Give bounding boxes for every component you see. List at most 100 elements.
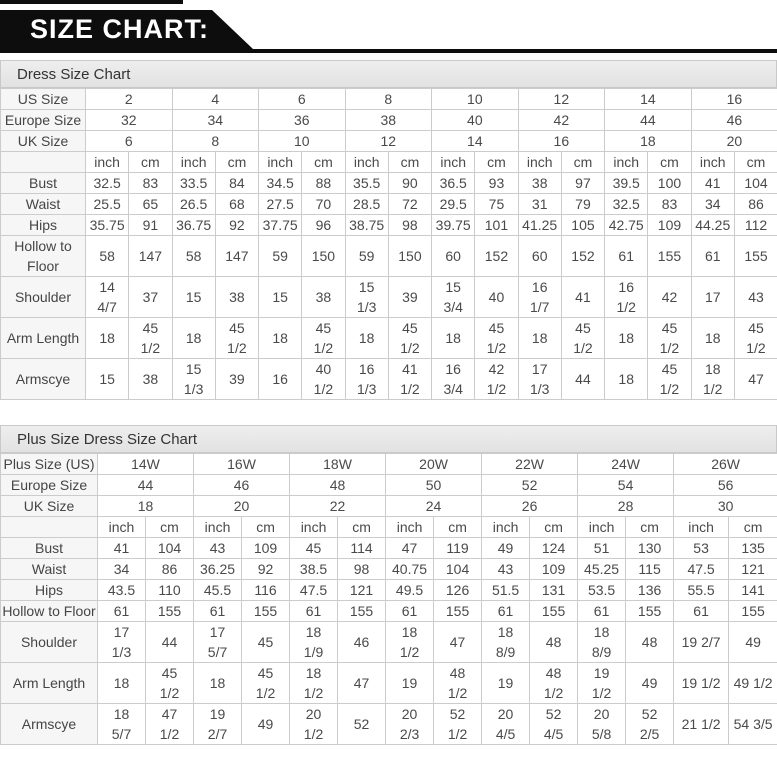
measure-cell: 126 [433,579,483,601]
measure-cell: 35.5 [344,172,389,194]
measure-cell: 91 [128,214,173,236]
measure-cell: 18 [258,317,303,359]
row-label: Arm Length [0,317,86,359]
measure-cell: 115 [625,558,675,580]
table-row: UK Size 6 8 10 12 14 16 18 20 [0,130,777,152]
size-cell: 14W [96,453,195,475]
measure-cell: 18 [344,317,389,359]
measure-cell: 112 [733,214,777,236]
measure-cell: 31 [517,193,562,215]
measure-cell: 83 [128,172,173,194]
size-cell: 48 [289,474,387,496]
size-cell: 10 [431,88,519,110]
measure-cell: 34 [97,558,146,580]
measure-cell: 83 [647,193,692,215]
measure-cell: 51 [577,537,627,559]
table-title-bar: Dress Size Chart [0,60,777,88]
measure-cell: 39 [387,276,433,318]
measure-cell: 18 [604,317,649,359]
measure-cell: 61 [97,600,146,622]
measure-cell: 48 1/2 [433,662,483,704]
measure-cell: 18 5/7 [97,703,146,745]
measure-cell: 104 [144,537,195,559]
banner-underline [0,49,777,53]
table-row: Europe Size 44 46 48 50 52 54 56 [0,474,777,496]
measure-cell: 45.25 [577,558,627,580]
measure-cell: 121 [728,558,777,580]
measure-cell: 53 [673,537,730,559]
size-cell: 38 [344,109,433,131]
measure-cell: 97 [560,172,606,194]
size-cell: 56 [673,474,777,496]
unit-cell: inch [690,151,735,173]
measure-cell: 38 [517,172,562,194]
measure-cell: 147 [214,235,260,277]
size-cell: 2 [85,88,173,110]
measure-cell: 155 [625,600,675,622]
measure-cell: 116 [241,579,291,601]
measure-cell: 49.5 [385,579,435,601]
table-row: Hips 43.5 110 45.5 116 47.5 121 49.5 126 51.5 131 5… [0,579,777,601]
measure-cell: 150 [301,235,346,277]
measure-cell: 43 [733,276,777,318]
unit-cell: inch [431,151,476,173]
measure-cell: 15 1/3 [344,276,389,318]
size-cell: 6 [85,130,173,152]
measure-cell: 18 8/9 [481,621,531,663]
table-row: Shoulder 17 1/3 44 17 5/7 45 18 1/9 46 18 1/2 47… [0,621,777,663]
size-cell: 42 [517,109,606,131]
unit-cell: inch [344,151,389,173]
measure-cell: 51.5 [481,579,531,601]
measure-cell: 17 [690,276,735,318]
measure-cell: 16 1/2 [604,276,649,318]
row-label: Shoulder [0,621,98,663]
size-cell: 46 [193,474,291,496]
row-label: UK Size [0,495,98,517]
measure-cell: 43 [193,537,243,559]
row-label: Europe Size [0,109,86,131]
measure-cell: 20 5/8 [577,703,627,745]
size-cell: 34 [171,109,260,131]
measure-cell: 52 2/5 [625,703,675,745]
measure-cell: 45 1/2 [647,358,692,400]
row-label: Bust [0,172,86,194]
measure-cell: 60 [431,235,476,277]
table-row: Armscye 18 5/7 47 1/2 19 2/7 49 20 1/2 52 20 2/… [0,703,777,745]
table-title: Dress Size Chart [17,66,131,83]
unit-cell: cm [733,151,777,173]
measure-cell: 150 [387,235,433,277]
decorative-top-strip [0,0,183,4]
measure-cell: 14 4/7 [84,276,130,318]
measure-cell: 36.75 [171,214,216,236]
measure-cell: 152 [560,235,606,277]
row-label: Europe Size [0,474,98,496]
unit-cell: cm [214,151,260,173]
banner-title: SIZE CHART: [30,14,209,44]
row-label: Hollow to Floor [0,600,98,622]
measure-cell: 42 [647,276,692,318]
measure-cell: 45 1/2 [733,317,777,359]
measure-cell: 43 [481,558,531,580]
size-cell: 20W [385,453,483,475]
measure-cell: 70 [301,193,346,215]
measure-cell: 47.5 [673,558,730,580]
measure-cell: 18 [690,317,735,359]
unit-header-row: inch cm inch cm inch cm inch cm inch cm inch cm inch… [0,151,777,173]
measure-cell: 155 [337,600,387,622]
measure-cell: 52 4/5 [529,703,579,745]
table-row: Plus Size (US) 14W 16W 18W 20W 22W 24W 26W [0,453,777,475]
measure-cell: 38.75 [344,214,389,236]
measure-cell: 98 [387,214,433,236]
measure-cell: 109 [647,214,692,236]
table-row: Armscye 15 38 15 1/3 39 16 40 1/2 16 1/3 41 1/2 1… [0,358,777,400]
unit-cell: cm [647,151,692,173]
measure-cell: 49 [481,537,531,559]
row-label: Hollow to Floor [0,235,86,277]
measure-cell: 39 [214,358,260,400]
measure-cell: 38.5 [289,558,339,580]
size-cell: 16W [193,453,291,475]
unit-cell: cm [625,516,675,538]
measure-cell: 40 1/2 [301,358,346,400]
blank-corner-cell [0,151,86,173]
row-label: Armscye [0,358,86,400]
